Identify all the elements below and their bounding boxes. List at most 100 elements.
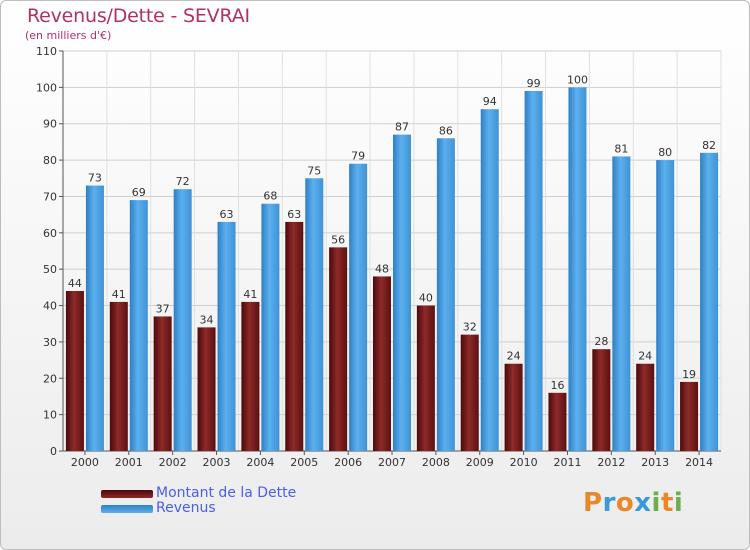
bar-dette-2013 bbox=[636, 363, 655, 451]
legend-label-revenus: Revenus bbox=[156, 500, 216, 516]
data-label-revenus-2004: 68 bbox=[263, 190, 277, 203]
bar-dette-2000 bbox=[65, 291, 84, 451]
logo-letter: r bbox=[602, 488, 616, 518]
data-label-revenus-2007: 87 bbox=[395, 121, 409, 134]
bar-dette-2006 bbox=[329, 247, 348, 451]
bar-revenus-2008 bbox=[436, 138, 455, 452]
bar-revenus-2014 bbox=[700, 152, 719, 451]
y-tick-label: 40 bbox=[43, 300, 57, 313]
bar-dette-2010 bbox=[504, 363, 523, 451]
bar-dette-2005 bbox=[285, 221, 304, 451]
data-label-revenus-2003: 63 bbox=[220, 208, 234, 221]
logo-letter: o bbox=[615, 488, 635, 518]
x-tick-label: 2014 bbox=[685, 456, 713, 469]
x-tick-label: 2010 bbox=[510, 456, 538, 469]
data-label-dette-2008: 40 bbox=[419, 292, 433, 305]
x-tick-label: 2013 bbox=[641, 456, 669, 469]
data-label-dette-2006: 56 bbox=[331, 233, 345, 246]
logo-letter: t bbox=[660, 488, 674, 518]
data-label-revenus-2005: 75 bbox=[307, 164, 321, 177]
x-tick-label: 2006 bbox=[334, 456, 362, 469]
bar-dette-2003 bbox=[197, 327, 216, 451]
data-label-dette-2005: 63 bbox=[287, 208, 301, 221]
bar-dette-2014 bbox=[680, 381, 699, 451]
data-label-revenus-2009: 94 bbox=[483, 95, 497, 108]
y-tick-label: 30 bbox=[43, 336, 57, 349]
bar-revenus-2003 bbox=[217, 221, 236, 451]
bar-revenus-2009 bbox=[480, 109, 499, 451]
bar-revenus-2001 bbox=[129, 200, 148, 451]
y-tick-label: 0 bbox=[50, 445, 57, 458]
data-label-dette-2004: 41 bbox=[243, 288, 257, 301]
proxiti-logo: Proxiti bbox=[583, 488, 683, 518]
bar-revenus-2002 bbox=[173, 189, 192, 451]
logo-letter: i bbox=[651, 488, 661, 518]
x-tick-label: 2009 bbox=[466, 456, 494, 469]
y-tick-label: 90 bbox=[43, 118, 57, 131]
x-tick-label: 2008 bbox=[422, 456, 450, 469]
bar-dette-2007 bbox=[373, 276, 391, 451]
axes: 0 10 20 30 40 50 60 70 80 90 100 110 2000 2001 2002 200… bbox=[36, 45, 721, 469]
x-tick-label: 2001 bbox=[115, 456, 143, 469]
bar-revenus-2013 bbox=[656, 160, 675, 451]
y-tick-label: 80 bbox=[43, 154, 57, 167]
data-label-dette-2010: 24 bbox=[507, 350, 521, 363]
data-label-dette-2014: 19 bbox=[682, 368, 696, 381]
data-label-revenus-2012: 81 bbox=[614, 142, 628, 155]
data-label-revenus-2011: 100 bbox=[567, 73, 588, 86]
x-tick-label: 2012 bbox=[597, 456, 625, 469]
x-tick-label: 2011 bbox=[553, 456, 581, 469]
logo-letter: x bbox=[634, 488, 652, 518]
data-label-revenus-2006: 79 bbox=[351, 150, 365, 163]
bar-dette-2008 bbox=[416, 305, 435, 451]
bar-revenus-2012 bbox=[612, 156, 631, 452]
legend-label-dette: Montant de la Dette bbox=[156, 485, 297, 501]
bar-revenus-2007 bbox=[393, 134, 411, 452]
bar-revenus-2011 bbox=[568, 87, 587, 451]
bars bbox=[65, 87, 719, 452]
x-tick-label: 2002 bbox=[159, 456, 187, 469]
logo-letter: P bbox=[583, 488, 603, 518]
y-tick-label: 110 bbox=[36, 45, 57, 58]
x-tick-label: 2003 bbox=[203, 456, 231, 469]
x-tick-label: 2007 bbox=[378, 456, 406, 469]
chart-title: Revenus/Dette - SEVRAI bbox=[27, 5, 250, 27]
bar-revenus-2010 bbox=[524, 91, 543, 451]
bar-revenus-2004 bbox=[261, 203, 280, 451]
x-tick-label: 2000 bbox=[71, 456, 99, 469]
chart-subtitle: (en milliers d'€) bbox=[25, 29, 112, 42]
bar-dette-2001 bbox=[109, 301, 128, 451]
data-label-revenus-2010: 99 bbox=[527, 77, 541, 90]
grid bbox=[62, 50, 722, 452]
bar-dette-2004 bbox=[241, 301, 260, 451]
data-label-dette-2003: 34 bbox=[200, 313, 214, 326]
x-tick-label: 2004 bbox=[246, 456, 274, 469]
y-tick-label: 100 bbox=[36, 81, 57, 94]
data-label-dette-2011: 16 bbox=[550, 379, 564, 392]
data-label-revenus-2001: 69 bbox=[132, 186, 146, 199]
legend-swatch-revenus bbox=[101, 505, 153, 513]
x-tick-label: 2005 bbox=[290, 456, 318, 469]
legend-swatch-dette bbox=[101, 490, 153, 498]
data-label-dette-2000: 44 bbox=[68, 277, 82, 290]
bar-dette-2002 bbox=[153, 316, 172, 451]
y-tick-label: 70 bbox=[43, 190, 57, 203]
data-label-dette-2007: 48 bbox=[375, 262, 389, 275]
data-label-dette-2012: 28 bbox=[594, 335, 608, 348]
y-tick-label: 20 bbox=[43, 372, 57, 385]
data-label-revenus-2014: 82 bbox=[702, 139, 716, 152]
bar-revenus-2005 bbox=[305, 178, 324, 452]
bar-revenus-2006 bbox=[349, 163, 368, 451]
data-label-dette-2013: 24 bbox=[638, 350, 652, 363]
bar-dette-2011 bbox=[548, 392, 567, 451]
y-tick-label: 10 bbox=[43, 409, 57, 422]
data-labels: 44 73 41 69 37 72 34 63 41 68 63 75 56 79 48 87 40 86 32 94… bbox=[68, 73, 716, 391]
data-label-revenus-2008: 86 bbox=[439, 124, 453, 137]
bar-dette-2009 bbox=[460, 334, 479, 451]
data-label-revenus-2002: 72 bbox=[176, 175, 190, 188]
y-tick-label: 60 bbox=[43, 227, 57, 240]
logo-letter: i bbox=[673, 488, 684, 518]
bar-dette-2012 bbox=[592, 349, 611, 451]
